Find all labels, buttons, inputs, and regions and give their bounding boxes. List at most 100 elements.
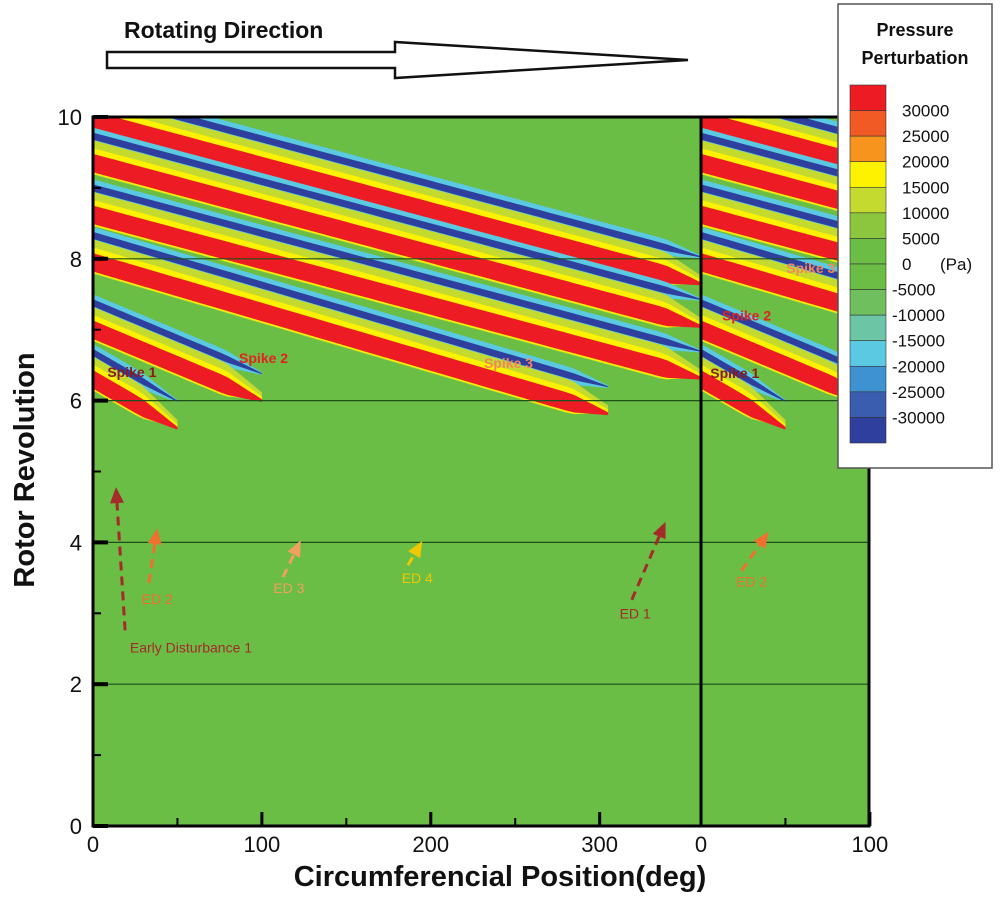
spike-band (701, 370, 786, 430)
legend-level-label: -20000 (892, 357, 945, 376)
spike-band (701, 153, 869, 218)
annotation-label: ED 2 (736, 573, 767, 589)
low-pressure-core (701, 299, 869, 374)
legend-swatch (849, 161, 887, 188)
low-pressure-core (93, 348, 178, 402)
arrow-head-icon (109, 487, 124, 504)
dashed-arrow-icon (630, 535, 661, 601)
x-tick-label: 100 (244, 832, 281, 857)
legend-title-line1: Pressure (876, 20, 953, 40)
spike-band (701, 117, 869, 175)
annotation-label: Spike 1 (107, 364, 156, 380)
dashed-arrow-icon (740, 544, 761, 572)
legend-level-label: -15000 (892, 332, 945, 351)
dashed-arrow-icon (406, 553, 416, 566)
annotation-label: ED 4 (402, 570, 433, 586)
legend-swatch (849, 417, 887, 444)
annotations: Spike 1 Spike 2 Spike 3 Spike 1 Spike 2 Spike… (107, 260, 835, 655)
dashed-arrow-icon (281, 554, 296, 578)
legend-level-label: -5000 (892, 281, 935, 300)
x-tick-label: 200 (412, 832, 449, 857)
x-tick-label: 300 (581, 832, 618, 857)
legend-swatch (849, 238, 887, 265)
y-tick-label: 6 (70, 389, 82, 414)
arrow-head-icon (408, 540, 423, 559)
annotation-label: ED 3 (273, 580, 304, 596)
dashed-arrow-icon (115, 502, 127, 631)
legend-swatch (849, 84, 887, 111)
y-tick-label: 0 (70, 814, 82, 839)
y-tick-label: 8 (70, 247, 82, 272)
legend-swatch (849, 314, 887, 342)
annotation-label: Spike 2 (239, 350, 288, 366)
rotating-direction-arrow-icon (105, 40, 689, 80)
arrow-head-icon (753, 531, 769, 549)
x-tick-label: 100 (852, 832, 889, 857)
spike-band (93, 320, 262, 402)
legend-level-label: 25000 (902, 127, 949, 146)
annotation-label: Early Disturbance 1 (130, 639, 252, 655)
dashed-arrow-icon (147, 543, 157, 584)
legend-level-label: 15000 (902, 178, 949, 197)
legend-level-label: 0 (902, 255, 911, 274)
annotation-label: Spike 1 (710, 365, 759, 381)
heatmap-bands-wrapped (701, 117, 869, 430)
low-pressure-core (701, 184, 869, 237)
spike-band (93, 253, 609, 416)
legend-swatch (849, 391, 887, 418)
spike-band (701, 320, 869, 402)
y-tick-label: 4 (70, 530, 82, 555)
x-tick-label: 0 (87, 832, 99, 857)
x-tick-label: 0 (695, 832, 707, 857)
low-pressure-core (701, 348, 786, 402)
gridlines (93, 258, 869, 685)
annotation-label: Spike 3 (484, 355, 533, 371)
x-axis-label: Circumferencial Position(deg) (294, 861, 707, 893)
heatmap-bands-main (93, 117, 701, 430)
annotation-label: ED 2 (142, 591, 173, 607)
spike-band (701, 205, 869, 270)
legend-swatch (849, 340, 887, 367)
low-pressure-core (166, 117, 701, 258)
y-axis-label: Rotor Revolution (9, 352, 41, 587)
spike-band (93, 370, 178, 430)
legend-level-label: -25000 (892, 383, 945, 402)
arrow-head-icon (147, 528, 162, 546)
legend-level-label: 5000 (902, 229, 940, 248)
legend-unit: (Pa) (940, 255, 972, 274)
spike-band (701, 253, 869, 321)
legend-level-label: 20000 (902, 153, 949, 172)
annotation-label: ED 1 (620, 605, 651, 621)
legend-level-label: -30000 (892, 408, 945, 427)
spike-band (93, 205, 701, 380)
legend-swatch (849, 263, 887, 290)
low-pressure-core (701, 231, 869, 289)
legend-swatch (849, 365, 887, 393)
low-pressure-core (93, 132, 701, 301)
low-pressure-core (701, 132, 869, 185)
axis-ticks: 0 100 200 300 0 100 0 2 4 6 8 10 (58, 105, 889, 857)
legend-title-line2: Perturbation (861, 48, 968, 68)
low-pressure-core (93, 299, 262, 375)
legend-swatch (849, 186, 887, 214)
low-pressure-core (93, 184, 701, 352)
legend-level-label: -10000 (892, 306, 945, 325)
rotating-direction-label: Rotating Direction (124, 17, 323, 43)
legend-level-label: 30000 (902, 102, 949, 121)
legend-swatch (849, 135, 887, 163)
legend-swatch (849, 289, 887, 316)
arrow-head-icon (652, 521, 666, 540)
arrow-head-icon (287, 540, 301, 558)
legend-swatch (849, 110, 887, 137)
legend-level-label: 10000 (902, 204, 949, 223)
low-pressure-core (93, 231, 609, 388)
y-tick-label: 2 (70, 672, 82, 697)
legend-swatch (849, 212, 887, 239)
y-tick-label: 10 (58, 105, 82, 130)
annotation-label: Spike 3 (786, 260, 835, 276)
annotation-label: Spike 2 (722, 308, 771, 324)
spike-band (93, 153, 701, 328)
spike-band (93, 117, 701, 286)
legend: Pressure Perturbation 30000 25000 20000 150… (837, 3, 993, 469)
